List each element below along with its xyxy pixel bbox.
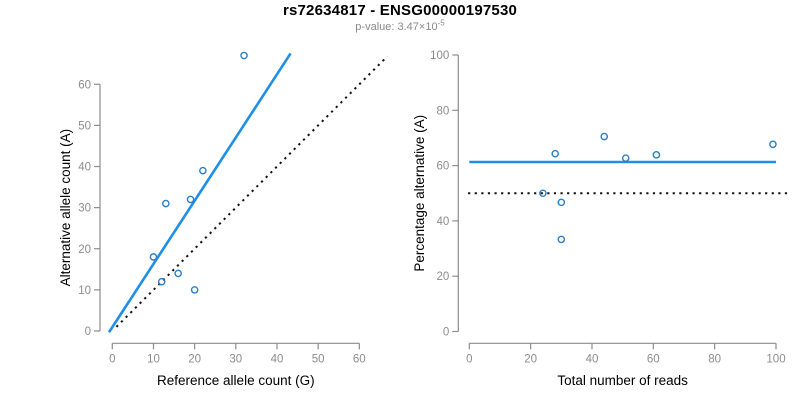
y-axis-title: Percentage alternative (A) — [412, 115, 427, 272]
y-tick-label: 60 — [78, 79, 91, 91]
y-tick-label: 20 — [437, 271, 450, 283]
x-tick-label: 40 — [271, 353, 284, 365]
data-point — [157, 277, 166, 286]
data-point — [557, 235, 566, 244]
y-tick-label: 0 — [443, 327, 449, 339]
x-axis: 0 20 40 60 80 100 — [466, 342, 786, 365]
x-tick-label: 0 — [466, 353, 472, 365]
data-points — [149, 51, 248, 294]
y-tick-label: 10 — [78, 285, 91, 297]
y-axis: 0 10 20 30 40 50 60 — [78, 79, 101, 338]
x-axis: 0 10 20 30 40 50 60 — [109, 342, 366, 365]
figure-subtitle: p-value: 3.47×10-5 — [0, 18, 800, 33]
data-point — [149, 253, 158, 261]
p-value-exponent: -5 — [437, 18, 445, 28]
figure-title: rs72634817 - ENSG00000197530 — [282, 2, 518, 19]
scatter-panel-allele-counts: 0 10 20 30 40 50 60 0 10 20 30 40 50 60 Reference alle… — [58, 51, 389, 388]
x-tick-label: 20 — [524, 353, 537, 365]
x-tick-label: 80 — [708, 353, 721, 365]
y-tick-label: 30 — [78, 203, 91, 215]
data-point — [162, 199, 170, 208]
y-axis: 0 20 40 60 80 100 — [430, 50, 459, 339]
data-point — [190, 286, 199, 294]
data-point — [539, 189, 547, 198]
x-tick-label: 60 — [353, 353, 366, 365]
y-tick-label: 0 — [85, 326, 91, 338]
y-tick-label: 60 — [437, 161, 450, 173]
data-point — [186, 195, 195, 204]
p-value-text: p-value: 3.47×10 — [355, 21, 438, 33]
x-tick-label: 40 — [586, 353, 599, 365]
x-tick-label: 100 — [766, 353, 785, 365]
data-point — [769, 140, 777, 149]
y-tick-label: 40 — [78, 162, 91, 174]
y-tick-label: 40 — [437, 216, 450, 228]
fit-line — [107, 52, 292, 333]
data-point — [600, 132, 609, 141]
y-tick-label: 20 — [78, 244, 91, 256]
x-axis-title: Total number of reads — [557, 373, 688, 388]
data-point — [551, 149, 559, 158]
x-tick-label: 0 — [109, 353, 115, 365]
identity-line — [115, 55, 389, 328]
data-point — [240, 51, 248, 60]
data-point — [557, 198, 566, 207]
y-axis-title: Alternative allele count (A) — [58, 129, 73, 287]
y-tick-label: 50 — [78, 120, 91, 132]
scatter-panel-percentage-alternative: 0 20 40 60 80 100 0 20 40 60 80 100 Total number of … — [412, 50, 789, 388]
x-tick-label: 20 — [188, 353, 201, 365]
x-tick-label: 10 — [147, 353, 160, 365]
y-tick-label: 80 — [437, 105, 450, 117]
data-point — [652, 151, 661, 159]
y-tick-label: 100 — [430, 50, 449, 62]
x-tick-label: 30 — [229, 353, 242, 365]
data-point — [621, 154, 630, 162]
data-points — [539, 132, 777, 244]
data-point — [199, 166, 207, 175]
data-point — [174, 269, 182, 278]
x-axis-title: Reference allele count (G) — [157, 373, 315, 388]
x-tick-label: 50 — [312, 353, 325, 365]
x-tick-label: 60 — [647, 353, 660, 365]
